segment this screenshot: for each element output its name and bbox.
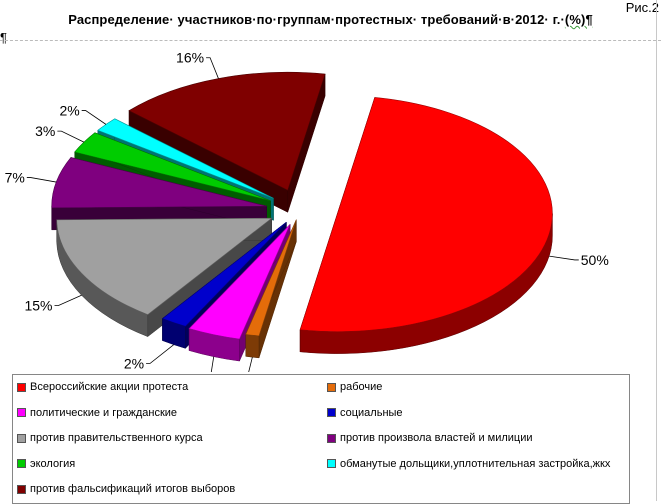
legend-item: экология — [17, 456, 75, 472]
data-label: 7% — [5, 170, 25, 186]
pie-slice-0[interactable] — [300, 97, 552, 353]
leader-line — [57, 131, 84, 142]
data-label: 15% — [24, 297, 52, 313]
leader-line — [549, 256, 579, 260]
data-label: 1% — [221, 371, 241, 372]
pie-chart[interactable]: 50%1%4%2%15%7%3%2%16% — [0, 0, 661, 372]
leader-line — [82, 111, 106, 125]
data-label: 2% — [124, 355, 144, 371]
legend-label: экология — [30, 458, 75, 470]
legend-label: против фальсификаций итогов выборов — [30, 483, 235, 495]
leader-line — [243, 357, 252, 372]
legend-item: против произвола властей и милиции — [327, 430, 533, 446]
legend-item: против правительственного курса — [17, 430, 203, 446]
legend-swatch — [17, 408, 26, 417]
legend-swatch — [327, 434, 336, 443]
legend-label: рабочие — [340, 381, 382, 393]
legend-swatch — [327, 408, 336, 417]
leader-line — [206, 357, 213, 372]
legend-label: Всероссийские акции протеста — [30, 381, 188, 393]
pie-slice-rim — [246, 334, 259, 358]
leader-line — [146, 345, 174, 364]
data-label: 2% — [59, 103, 79, 119]
legend-label: против правительственного курса — [30, 432, 203, 444]
legend-label: социальные — [340, 407, 403, 419]
legend-item: рабочие — [327, 379, 382, 395]
legend-label: обманутые дольщики,уплотнительная застро… — [340, 458, 610, 470]
legend-label: политические и гражданские — [30, 407, 177, 419]
data-label: 50% — [581, 252, 609, 268]
legend-item: Всероссийские акции протеста — [17, 379, 188, 395]
data-label: 3% — [35, 123, 55, 139]
legend-label: против произвола властей и милиции — [340, 432, 533, 444]
legend-swatch — [327, 459, 336, 468]
leader-line — [27, 178, 56, 182]
legend-item: социальные — [327, 405, 403, 421]
legend-swatch — [17, 383, 26, 392]
chart-legend: Всероссийские акции протеста рабочие полит… — [12, 374, 630, 504]
legend-item: политические и гражданские — [17, 405, 177, 421]
data-label: 16% — [176, 50, 204, 66]
legend-swatch — [17, 434, 26, 443]
leader-line — [55, 295, 82, 305]
data-label: 4% — [184, 369, 204, 372]
leader-line — [206, 58, 218, 79]
legend-swatch — [17, 485, 26, 494]
legend-item: против фальсификаций итогов выборов — [17, 481, 235, 497]
legend-item: обманутые дольщики,уплотнительная застро… — [327, 456, 610, 472]
legend-swatch — [327, 383, 336, 392]
legend-swatch — [17, 459, 26, 468]
